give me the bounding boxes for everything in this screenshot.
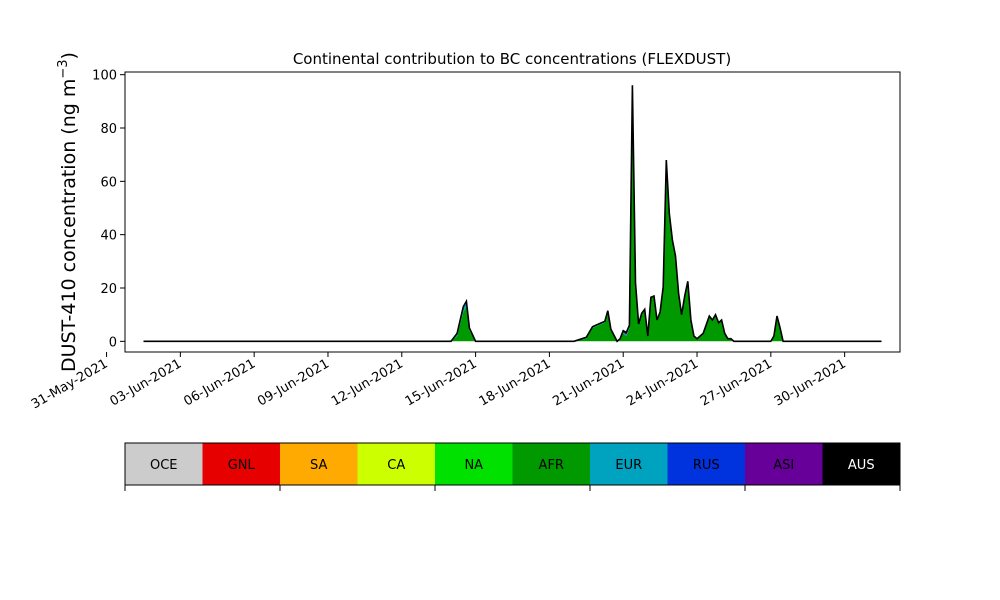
legend-frame [124,442,901,486]
legend-label-afr: AFR [539,458,564,473]
y-tick-label: 20 [100,282,117,297]
legend-swatch-sa [280,443,358,485]
y-axis-label: DUST-410 concentration (ng m−3) [56,52,80,372]
legend-swatch-na [435,443,513,485]
legend-label-gnl: GNL [228,458,256,473]
legend-swatch-aus [822,443,901,485]
y-axis-label-exponent: −3 [56,59,71,78]
legend-swatch-ca [357,443,436,485]
region-legend-colorbar: OCE GNL SA CA NA AFR EUR RUS ASI AUS [124,442,901,491]
legend-swatch-asi [745,443,823,485]
legend-label-sa: SA [310,458,327,473]
legend-label-eur: EUR [615,458,642,473]
legend-swatch-rus [667,443,746,485]
y-axis: 0 20 40 60 80 100 [92,69,125,350]
legend-label-ca: CA [387,458,405,473]
y-axis-label-main: DUST-410 concentration (ng m [58,79,80,372]
y-tick-label: 40 [100,229,117,244]
total-outline-line [143,85,882,343]
legend-swatch-gnl [202,443,281,485]
y-tick-label: 80 [100,122,117,137]
plot-area [124,71,901,353]
legend-label-aus: AUS [848,458,875,473]
legend-swatch-oce [125,443,203,485]
y-tick-label: 100 [92,69,117,84]
legend-label-asi: ASI [773,458,794,473]
legend-label-rus: RUS [693,458,720,473]
y-tick-label: 60 [100,175,117,190]
legend-label-oce: OCE [150,458,178,473]
axes-frame [124,71,901,353]
legend-label-na: NA [464,458,483,473]
y-tick-label: 0 [109,335,117,350]
legend-swatch-eur [590,443,668,485]
y-axis-label-close: ) [58,52,80,59]
chart-title: Continental contribution to BC concentra… [293,50,731,68]
legend-swatch-afr [512,443,591,485]
